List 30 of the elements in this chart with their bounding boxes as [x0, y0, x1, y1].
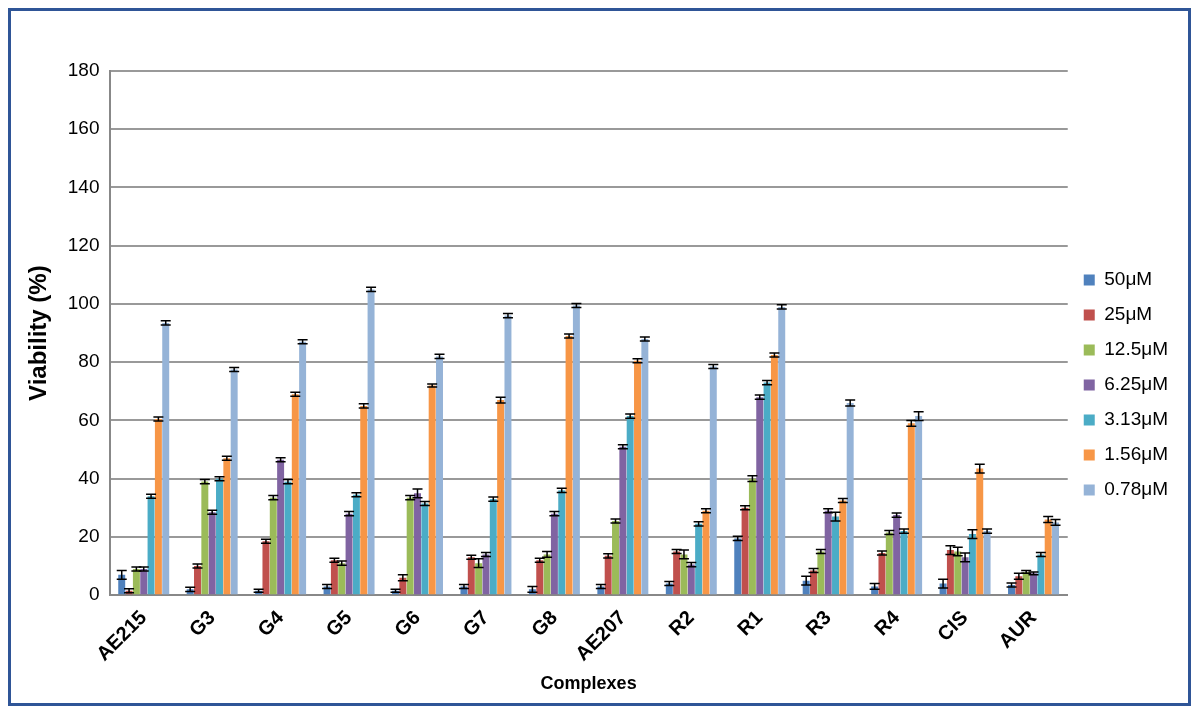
x-tick-label: G8 — [526, 605, 562, 641]
x-tick-label: G7 — [458, 605, 493, 641]
x-axis-title: Complexes — [540, 673, 637, 694]
y-tick-label: 40 — [78, 466, 100, 488]
x-tick-label: G6 — [389, 605, 425, 641]
y-tick-label: 140 — [67, 175, 100, 197]
y-axis-title: Viability (%) — [24, 265, 52, 401]
legend-label: 1.56μM — [1104, 443, 1169, 465]
y-tick-label: 180 — [67, 59, 100, 81]
legend-label: 0.78μM — [1104, 478, 1169, 500]
y-tick-label: 20 — [78, 525, 100, 547]
y-tick-label: 100 — [67, 292, 100, 314]
x-tick-label: CIS — [932, 605, 972, 645]
x-tick-label: R2 — [664, 605, 699, 640]
y-tick-label: 160 — [67, 117, 100, 139]
x-tick-label: R4 — [869, 605, 904, 640]
y-tick-label: 0 — [88, 583, 100, 605]
legend-label: 12.5μM — [1104, 338, 1169, 360]
y-tick-label: 80 — [78, 350, 100, 372]
x-tick-label: G5 — [321, 605, 356, 641]
x-tick-label: R1 — [732, 605, 767, 640]
x-tick-label: G3 — [184, 605, 219, 641]
legend-label: 6.25μM — [1104, 373, 1169, 395]
legend-label: 50μM — [1104, 268, 1153, 290]
legend-label: 25μM — [1104, 303, 1153, 325]
y-tick-label: 60 — [78, 408, 100, 430]
x-tick-label: R3 — [801, 605, 835, 640]
x-tick-label: G4 — [252, 605, 288, 641]
legend-label: 3.13μM — [1104, 408, 1169, 430]
y-tick-label: 120 — [67, 233, 100, 255]
